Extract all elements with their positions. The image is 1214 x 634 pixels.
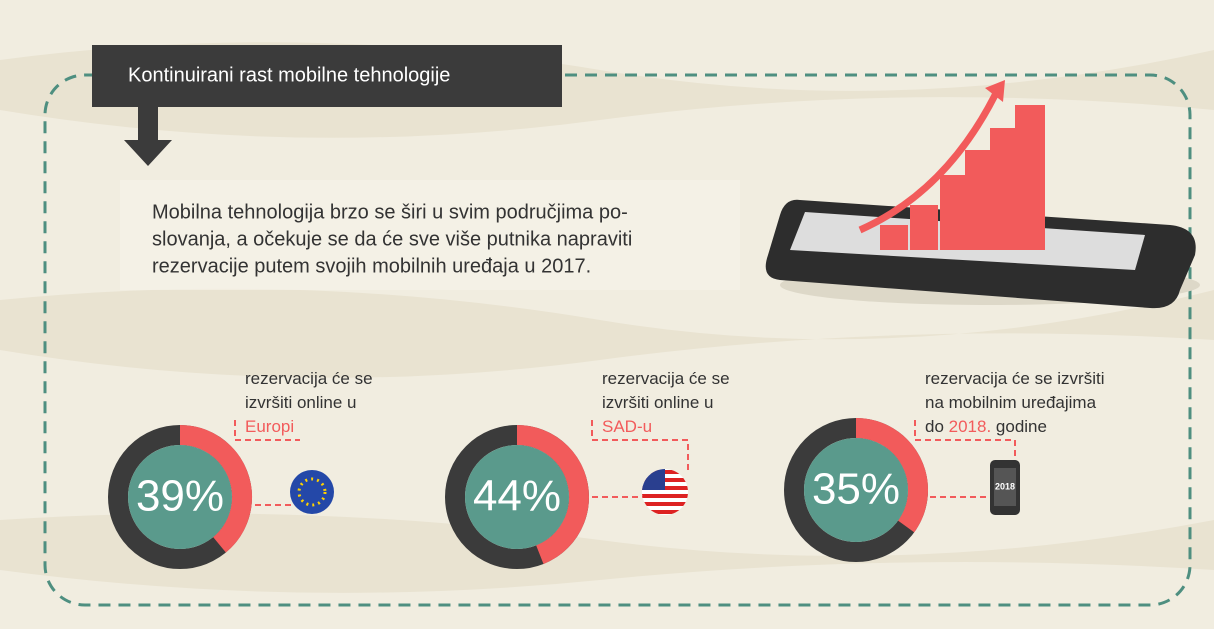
caption-line: do 2018. godine: [925, 417, 1047, 436]
caption-line: izvršiti online u: [245, 393, 357, 412]
donut-arc: [855, 418, 928, 533]
caption-line: rezervacija će se: [245, 369, 373, 388]
stripe: [0, 513, 1214, 593]
caption-segment: izvršiti online u: [602, 393, 714, 412]
donut-arc: [516, 425, 589, 564]
caption-line: izvršiti online u: [602, 393, 714, 412]
connectors: [234, 420, 1016, 506]
intro: Mobilna tehnologija brzo se širi u svim …: [152, 201, 632, 277]
icon-text: 2018: [995, 481, 1015, 491]
caption-segment: izvršiti online u: [245, 393, 357, 412]
us-flag: [642, 469, 688, 515]
caption-segment: rezervacija će se: [602, 369, 730, 388]
donut: 35%: [784, 418, 928, 562]
eu-flag: [290, 470, 334, 514]
percent-label: 35%: [812, 465, 900, 514]
caption-line: rezervacija će se izvršiti: [925, 369, 1105, 388]
caption-segment: rezervacija će se: [245, 369, 373, 388]
stripe: [0, 288, 1214, 378]
donut-center: [804, 438, 908, 542]
donut-arc: [179, 425, 252, 553]
donut-center: [465, 445, 569, 549]
caption-segment: godine: [991, 417, 1047, 436]
caption-line: SAD-u: [602, 417, 652, 436]
phone-icon: [990, 460, 1020, 515]
caption-line: na mobilnim uređajima: [925, 393, 1097, 412]
intro-line: Mobilna tehnologija brzo se širi u svim …: [152, 201, 628, 223]
intro-line: slovanja, a očekuje se da će sve više pu…: [152, 228, 632, 250]
donut: 44%: [445, 425, 589, 569]
donut: 39%: [108, 425, 252, 569]
title-box: [92, 45, 562, 107]
intro-panel: [120, 180, 740, 290]
caption-segment: SAD-u: [602, 417, 652, 436]
donut-center: [128, 445, 232, 549]
percent-label: 44%: [473, 472, 561, 521]
caption-segment: rezervacija će se izvršiti: [925, 369, 1105, 388]
caption-segment: Europi: [245, 417, 294, 436]
percent-label: 39%: [136, 472, 224, 521]
caption-segment: na mobilnim uređajima: [925, 393, 1097, 412]
caption-line: Europi: [245, 417, 294, 436]
caption-line: rezervacija će se: [602, 369, 730, 388]
caption-segment: 2018.: [949, 417, 992, 436]
caption-segment: do: [925, 417, 949, 436]
intro-line: rezervacije putem svojih mobilnih uređaj…: [152, 255, 591, 277]
title-arrow: [124, 107, 172, 166]
phone-illustration: [765, 80, 1200, 309]
title: Kontinuirani rast mobilne tehnologije: [128, 64, 450, 86]
